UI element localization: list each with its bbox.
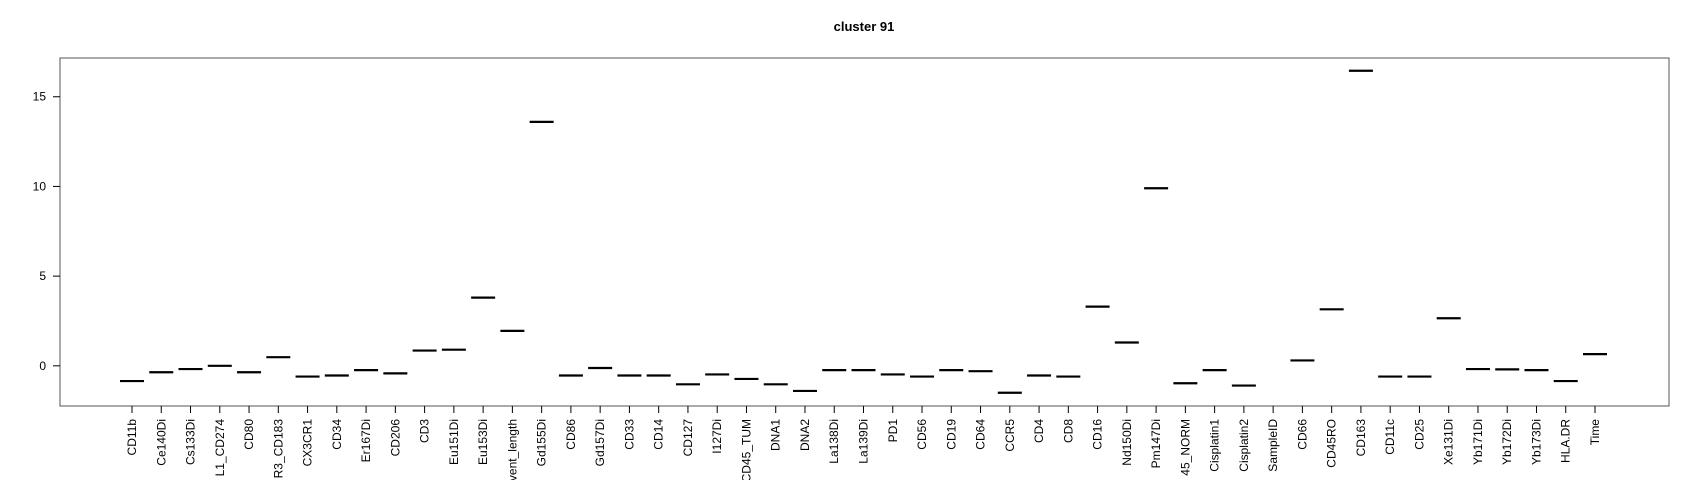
x-tick-label: I127Di [710,419,724,454]
x-tick-label: CD16 [1091,419,1105,450]
x-tick-label: CD8 [1061,419,1075,443]
x-tick-label: Cisplatin1 [1208,419,1222,472]
x-tick-label: CD45RO [1325,419,1339,468]
x-tick-label: CCR5 [1003,419,1017,452]
x-tick-label: Pm147Di [1149,419,1163,468]
plot-frame [59,57,1670,407]
x-tick-label: Time [1588,419,1602,446]
x-tick-label: Yb172Di [1500,419,1514,465]
x-tick-label: DNA2 [798,419,812,451]
x-tick-label: CD45_TUM [739,419,753,480]
x-tick-label: CD86 [564,419,578,450]
x-tick-label: La138Di [827,419,841,464]
x-tick-label: CD80 [242,419,256,450]
x-tick-label: 45_NORM [1178,419,1192,476]
x-tick-label: PD1 [886,419,900,443]
x-tick-label: CD127 [681,419,695,457]
x-tick-label: CD33 [622,419,636,450]
x-tick-label: CD11b [125,419,139,456]
x-tick-label: Er167Di [359,419,373,462]
y-tick-label: 0 [39,359,46,373]
x-tick-label: CD14 [652,419,666,450]
x-tick-label: La139Di [857,419,871,464]
x-tick-label: CD3 [418,419,432,443]
x-tick-label: Gd157Di [593,419,607,466]
x-tick-label: R3_CD183 [271,419,285,479]
x-tick-label: DNA1 [769,419,783,451]
x-tick-label: CX3CR1 [301,419,315,467]
x-tick-label: Eu153Di [476,419,490,465]
chart-title: cluster 91 [834,19,895,34]
x-tick-label: Gd155Di [535,419,549,466]
x-tick-label: L1_CD274 [213,419,227,477]
x-tick-label: HLA.DR [1559,419,1573,463]
x-tick-label: Yb171Di [1471,419,1485,465]
x-tick-label: CD206 [388,419,402,457]
x-tick-label: vent_length [505,419,519,480]
x-tick-label: CD34 [330,419,344,450]
x-tick-label: CD163 [1354,419,1368,457]
y-tick-label: 15 [33,90,47,104]
x-tick-label: CD19 [944,419,958,450]
x-tick-label: Yb173Di [1529,419,1543,465]
x-tick-label: SampleID [1266,419,1280,472]
x-tick-label: CD25 [1412,419,1426,450]
x-tick-label: CD56 [915,419,929,450]
x-tick-label: Cisplatin2 [1237,419,1251,472]
x-tick-label: CD64 [974,419,988,450]
y-tick-label: 10 [33,179,47,193]
x-tick-label: CD66 [1295,419,1309,450]
x-tick-label: CD4 [1032,419,1046,443]
x-tick-label: Nd150Di [1120,419,1134,466]
x-tick-label: CD11c [1383,419,1397,455]
x-tick-label: Eu151Di [447,419,461,465]
x-tick-label: Cs133Di [184,419,198,465]
x-tick-label: Ce140Di [154,419,168,466]
y-tick-label: 5 [39,269,46,283]
x-tick-label: Xe131Di [1442,419,1456,465]
